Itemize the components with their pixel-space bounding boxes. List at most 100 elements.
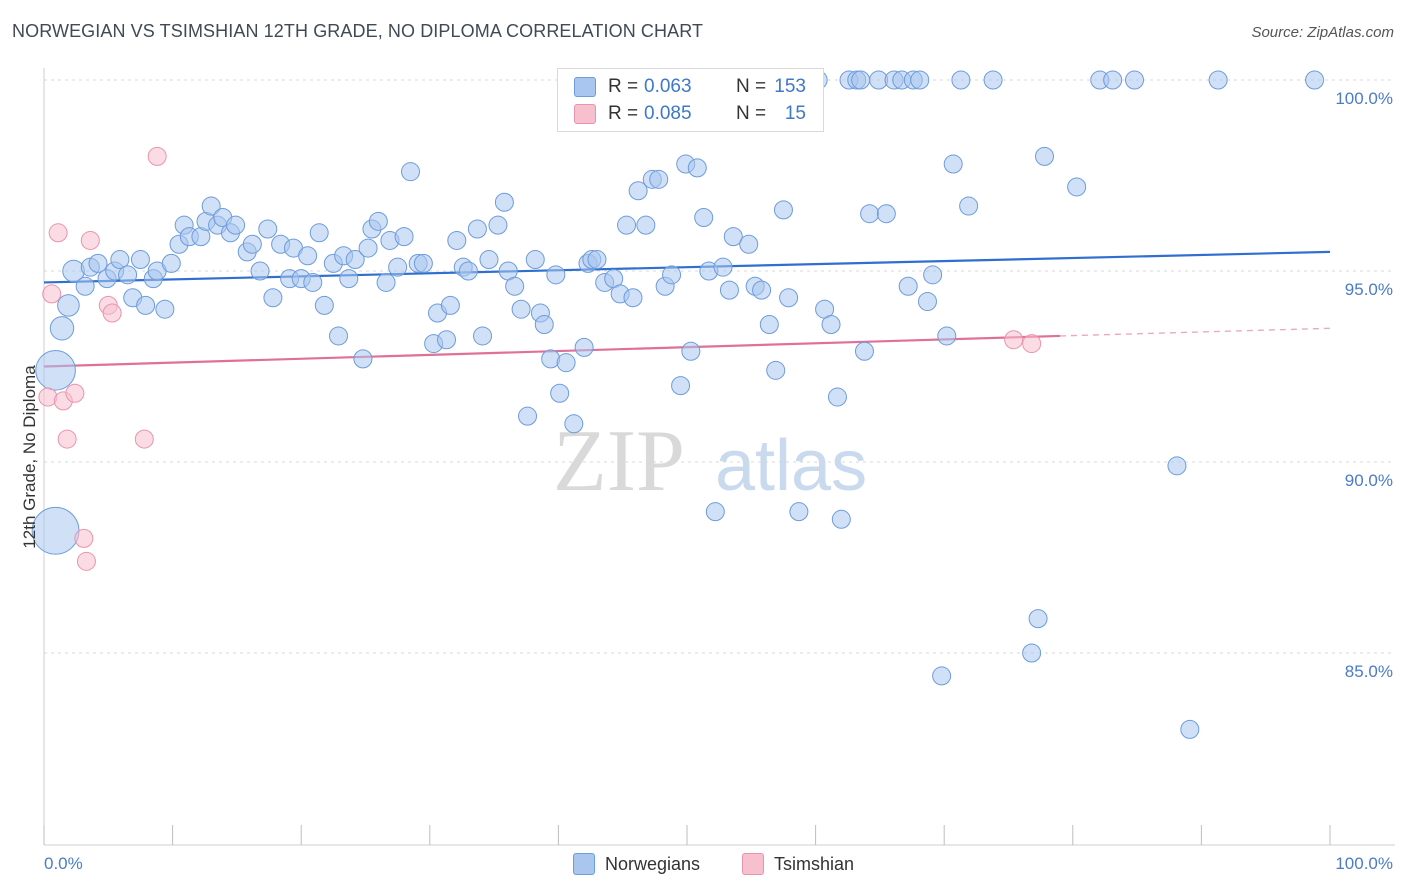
- data-point-norwegians: [525, 250, 545, 270]
- data-point-norwegians: [258, 219, 278, 239]
- data-point-norwegians: [201, 196, 221, 216]
- axis-labels: 85.0% 90.0% 95.0% 100.0% 0.0% 100.0% 12th Grad…: [20, 89, 1393, 873]
- data-point-norwegians: [623, 288, 643, 308]
- data-point-norwegians: [649, 169, 669, 189]
- data-point-norwegians: [155, 299, 175, 319]
- data-point-tsimshian: [42, 284, 62, 304]
- data-point-norwegians: [314, 295, 334, 315]
- data-point-norwegians: [851, 70, 871, 90]
- data-point-norwegians: [31, 506, 80, 555]
- data-point-norwegians: [242, 234, 262, 254]
- data-point-norwegians: [617, 215, 637, 235]
- data-point-norwegians: [662, 265, 682, 285]
- data-point-norwegians: [739, 234, 759, 254]
- data-point-norwegians: [49, 316, 75, 341]
- data-point-norwegians: [458, 261, 478, 281]
- data-point-norwegians: [328, 326, 348, 346]
- data-point-norwegians: [35, 350, 76, 391]
- data-point-tsimshian: [76, 551, 96, 571]
- data-point-norwegians: [488, 215, 508, 235]
- x-tick-label: 0.0%: [44, 854, 83, 873]
- data-point-norwegians: [628, 181, 648, 201]
- data-point-norwegians: [831, 509, 851, 529]
- chart-title: NORWEGIAN VS TSIMSHIAN 12TH GRADE, NO DI…: [12, 21, 704, 41]
- y-tick-label: 100.0%: [1335, 89, 1393, 108]
- data-point-norwegians: [161, 253, 181, 273]
- data-point-norwegians: [88, 253, 108, 273]
- data-point-norwegians: [766, 360, 786, 380]
- data-point-tsimshian: [80, 230, 100, 250]
- data-point-norwegians: [136, 295, 156, 315]
- trend-line-extension: [1059, 327, 1331, 337]
- data-point-norwegians: [959, 196, 979, 216]
- y-tick-label: 90.0%: [1345, 471, 1393, 490]
- data-point-norwegians: [943, 154, 963, 174]
- legend-swatch-blue: [574, 77, 596, 97]
- data-point-norwegians: [345, 250, 365, 270]
- data-point-norwegians: [75, 276, 95, 296]
- stats-legend: R = 0.063 N = 153 R = 0.085 N = 15: [557, 68, 824, 132]
- bottom-legend-tsimshian: Tsimshian: [742, 852, 854, 876]
- bottom-legend-norwegians: Norwegians: [573, 852, 700, 876]
- legend-r-value: 0.085: [644, 103, 692, 124]
- data-point-tsimshian: [1004, 330, 1024, 350]
- trend-line-norwegians: [43, 250, 1331, 284]
- data-point-norwegians: [983, 70, 1003, 90]
- data-point-norwegians: [587, 250, 607, 270]
- legend-row-norwegians: R = 0.063 N = 153: [574, 75, 806, 99]
- data-point-norwegians: [110, 250, 130, 270]
- y-tick-label: 85.0%: [1345, 662, 1393, 681]
- data-point-norwegians: [789, 502, 809, 522]
- data-point-norwegians: [401, 162, 421, 182]
- data-point-norwegians: [534, 314, 554, 334]
- data-point-norwegians: [303, 272, 323, 292]
- data-point-norwegians: [694, 208, 714, 228]
- legend-n-value: 15: [784, 103, 806, 124]
- data-point-norwegians: [1028, 609, 1048, 629]
- data-point-tsimshian: [134, 429, 154, 449]
- data-point-norwegians: [564, 414, 584, 434]
- data-point-norwegians: [479, 250, 499, 270]
- grid-lines: [44, 79, 1395, 654]
- data-point-norwegians: [118, 265, 138, 285]
- data-point-norwegians: [511, 299, 531, 319]
- watermark-atlas: atlas: [715, 426, 867, 506]
- data-point-norwegians: [779, 288, 799, 308]
- data-point-norwegians: [447, 230, 467, 250]
- data-point-norwegians: [932, 666, 952, 686]
- data-point-norwegians: [368, 211, 388, 231]
- bottom-legend-label: Tsimshian: [774, 853, 855, 874]
- data-points: [31, 70, 1325, 739]
- data-point-tsimshian: [57, 429, 77, 449]
- data-point-norwegians: [358, 238, 378, 258]
- data-point-norwegians: [1103, 70, 1123, 90]
- legend-r-label: R =: [608, 103, 639, 124]
- data-point-norwegians: [1180, 719, 1200, 739]
- data-point-norwegians: [413, 253, 433, 273]
- data-point-norwegians: [394, 227, 414, 247]
- data-point-tsimshian: [1022, 334, 1042, 354]
- data-point-norwegians: [309, 223, 329, 243]
- data-point-norwegians: [550, 383, 570, 403]
- data-point-norwegians: [821, 314, 841, 334]
- data-point-norwegians: [910, 70, 930, 90]
- data-point-norwegians: [339, 269, 359, 289]
- legend-n-label: N =: [736, 103, 767, 124]
- bottom-legend-swatch-blue: [573, 853, 595, 875]
- data-point-tsimshian: [65, 383, 85, 403]
- data-point-norwegians: [298, 246, 318, 266]
- data-point-tsimshian: [48, 223, 68, 243]
- data-point-norwegians: [494, 192, 514, 212]
- data-point-norwegians: [1067, 177, 1087, 197]
- data-point-norwegians: [250, 261, 270, 281]
- source-label: Source: ZipAtlas.com: [1251, 24, 1394, 41]
- data-point-norwegians: [923, 265, 943, 285]
- legend-r-value: 0.063: [644, 76, 692, 97]
- data-point-norwegians: [1022, 643, 1042, 663]
- data-point-norwegians: [687, 158, 707, 178]
- data-point-norwegians: [1208, 70, 1228, 90]
- data-point-norwegians: [876, 204, 896, 224]
- data-point-norwegians: [376, 272, 396, 292]
- bottom-legend-swatch-pink: [742, 853, 764, 875]
